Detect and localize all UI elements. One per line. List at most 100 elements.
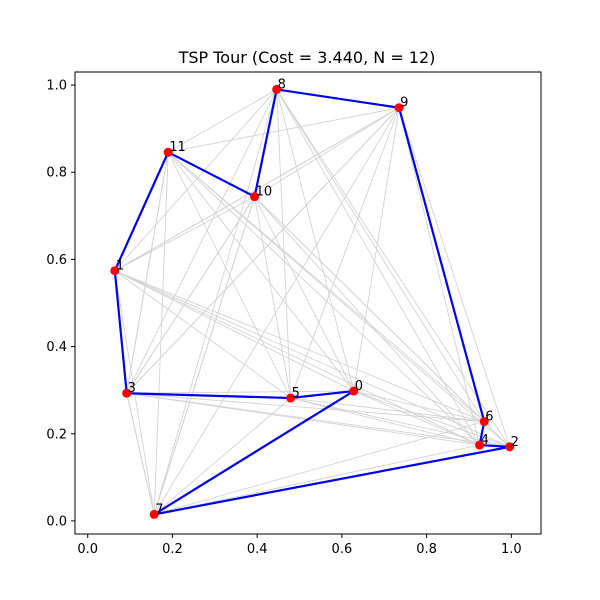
background-edge-37 xyxy=(167,89,277,153)
background-edges xyxy=(114,89,511,515)
x-tick-label-4: 0.8 xyxy=(416,542,437,557)
chart-title: TSP Tour (Cost = 3.440, N = 12) xyxy=(178,48,436,67)
background-edge-7 xyxy=(114,89,277,272)
node-label-1: 1 xyxy=(116,259,124,274)
background-edge-1 xyxy=(114,270,480,446)
tour-edge-2 xyxy=(113,269,128,395)
y-tick-label-3: 0.6 xyxy=(46,253,67,268)
tour-nodes xyxy=(110,84,515,519)
node-label-11: 11 xyxy=(169,140,186,155)
background-edge-44 xyxy=(153,107,400,515)
background-edge-53 xyxy=(290,397,480,446)
background-edge-28 xyxy=(254,196,510,448)
node-point-0 xyxy=(349,386,359,396)
tour-edge-7 xyxy=(397,106,486,423)
x-tick-label-0: 0.0 xyxy=(77,542,98,557)
background-edge-35 xyxy=(276,89,480,446)
tour-edge-9 xyxy=(478,443,511,448)
background-edge-34 xyxy=(276,89,485,422)
background-edge-39 xyxy=(290,107,400,399)
background-edge-4 xyxy=(114,270,291,399)
x-tick-label-3: 0.6 xyxy=(332,542,353,557)
background-edge-49 xyxy=(154,421,485,515)
tour-edges xyxy=(113,88,511,516)
node-label-0: 0 xyxy=(355,379,363,394)
background-edge-0 xyxy=(114,270,510,448)
background-edge-24 xyxy=(254,196,292,399)
background-edge-21 xyxy=(168,107,400,153)
tour-edge-6 xyxy=(275,88,401,109)
background-edge-11 xyxy=(126,390,354,394)
tour-edge-3 xyxy=(113,151,170,272)
node-label-7: 7 xyxy=(155,502,163,517)
background-edge-40 xyxy=(353,107,400,392)
node-point-8 xyxy=(272,84,282,94)
background-edge-5 xyxy=(114,196,255,272)
tour-edge-5 xyxy=(253,88,278,198)
background-edge-30 xyxy=(126,196,255,394)
background-edge-10 xyxy=(126,392,510,448)
node-point-9 xyxy=(394,103,404,113)
y-tick-label-1: 0.2 xyxy=(46,427,67,442)
axes: 0.0 0.2 0.4 0.6 0.8 1.0 0.0 0.2 0.4 0.6 0.8 1.0 xyxy=(46,71,542,557)
node-label-6: 6 xyxy=(485,410,493,425)
node-label-3: 3 xyxy=(128,381,136,396)
node-point-1 xyxy=(110,266,120,276)
node-label-10: 10 xyxy=(256,185,273,200)
background-edge-13 xyxy=(126,89,278,394)
tour-edge-4 xyxy=(167,151,256,198)
node-point-2 xyxy=(505,442,515,452)
node-point-5 xyxy=(286,393,296,403)
background-edge-57 xyxy=(353,390,510,448)
y-tick-label-4: 0.8 xyxy=(46,166,67,181)
node-label-9: 9 xyxy=(400,96,408,111)
background-edge-32 xyxy=(276,89,292,399)
background-edge-23 xyxy=(126,152,169,394)
node-label-4: 4 xyxy=(481,433,489,448)
background-edge-38 xyxy=(153,89,278,515)
background-edge-51 xyxy=(153,196,256,515)
node-label-5: 5 xyxy=(292,386,300,401)
node-label-8: 8 xyxy=(278,77,286,92)
node-point-6 xyxy=(479,417,489,427)
tour-edge-0 xyxy=(289,389,355,400)
node-point-10 xyxy=(250,192,260,202)
x-tick-label-5: 1.0 xyxy=(501,542,522,557)
background-edge-19 xyxy=(167,151,480,446)
node-point-11 xyxy=(163,147,173,157)
background-edge-2 xyxy=(114,270,485,422)
background-edge-43 xyxy=(126,107,400,394)
background-edge-47 xyxy=(153,397,291,515)
node-labels: 0 1 2 3 4 5 6 7 8 9 10 11 xyxy=(116,77,519,517)
background-edge-17 xyxy=(167,151,355,392)
tour-edge-1 xyxy=(125,392,292,400)
tour-edge-11 xyxy=(153,389,355,516)
background-edge-29 xyxy=(254,107,400,198)
y-tick-label-5: 1.0 xyxy=(46,79,67,94)
background-edge-42 xyxy=(398,107,511,447)
background-edge-36 xyxy=(276,89,511,448)
node-point-3 xyxy=(122,388,132,398)
background-edge-20 xyxy=(167,151,510,448)
background-edge-55 xyxy=(353,390,485,422)
background-edge-52 xyxy=(290,397,485,422)
y-tick-label-0: 0.0 xyxy=(46,514,67,529)
plot-frame xyxy=(74,71,542,535)
node-point-7 xyxy=(149,509,159,519)
background-edge-48 xyxy=(154,444,480,515)
background-edge-41 xyxy=(398,107,481,446)
node-point-4 xyxy=(475,440,485,450)
background-edge-22 xyxy=(153,152,169,515)
background-edge-27 xyxy=(254,196,480,446)
background-edge-33 xyxy=(276,89,355,392)
x-tick-label-1: 0.2 xyxy=(162,542,183,557)
background-edge-56 xyxy=(353,390,480,446)
x-tick-label-2: 0.4 xyxy=(247,542,268,557)
background-edge-54 xyxy=(290,397,510,448)
background-edge-25 xyxy=(254,196,355,392)
node-label-2: 2 xyxy=(511,435,519,450)
background-edge-3 xyxy=(114,270,354,392)
y-tick-label-2: 0.4 xyxy=(46,340,67,355)
